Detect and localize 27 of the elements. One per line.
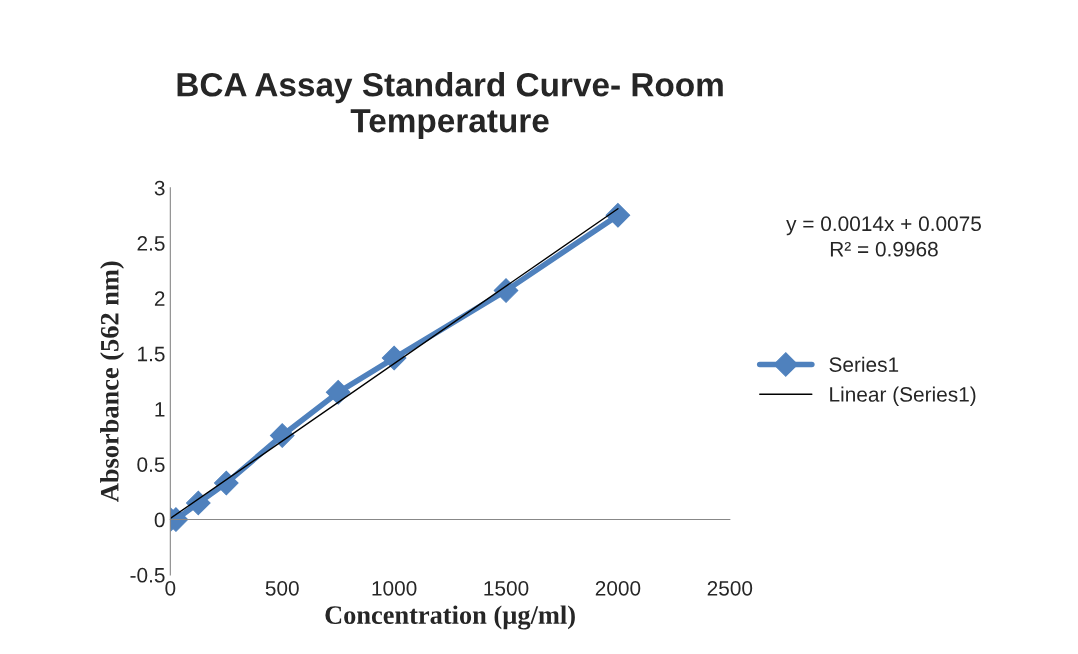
y-tick-label: -0.5 [130, 567, 165, 583]
point [185, 490, 211, 516]
text: y = 0.0014x + 0.0075 R² = 0.9968 [786, 216, 981, 257]
x-tick-label: 1500 [484, 580, 529, 596]
y-tick-label: 2.5 [137, 236, 165, 251]
x-tick-label: 2500 [707, 580, 753, 596]
y-tick-label: 2 [154, 291, 165, 306]
point [325, 380, 351, 405]
point [213, 470, 239, 496]
y-tick-label: 0 [154, 512, 165, 528]
y-tick-label: 1 [155, 402, 165, 417]
x-tick-label: 0 [165, 580, 176, 596]
y-tick-label: 3 [154, 180, 165, 196]
x-tick-label: 2000 [595, 580, 641, 596]
y-tick-label: 1.5 [138, 346, 165, 362]
point [605, 203, 631, 228]
point [269, 423, 295, 448]
y-axis-title: Absorbance (562 nm) [100, 261, 125, 502]
x-tick-label: 500 [265, 580, 299, 596]
legend-label: Linear (Series1) [830, 386, 976, 406]
chart-title: BCA Assay Standard Curve- Room Temperature [177, 72, 723, 140]
point [381, 345, 407, 371]
x-axis-title: Concentration (µg/ml) [325, 605, 575, 630]
point [493, 278, 519, 303]
legend-label: Series1 [829, 356, 899, 372]
y-tick-label: 0.5 [137, 457, 165, 472]
x-tick-label: 1000 [372, 580, 417, 596]
